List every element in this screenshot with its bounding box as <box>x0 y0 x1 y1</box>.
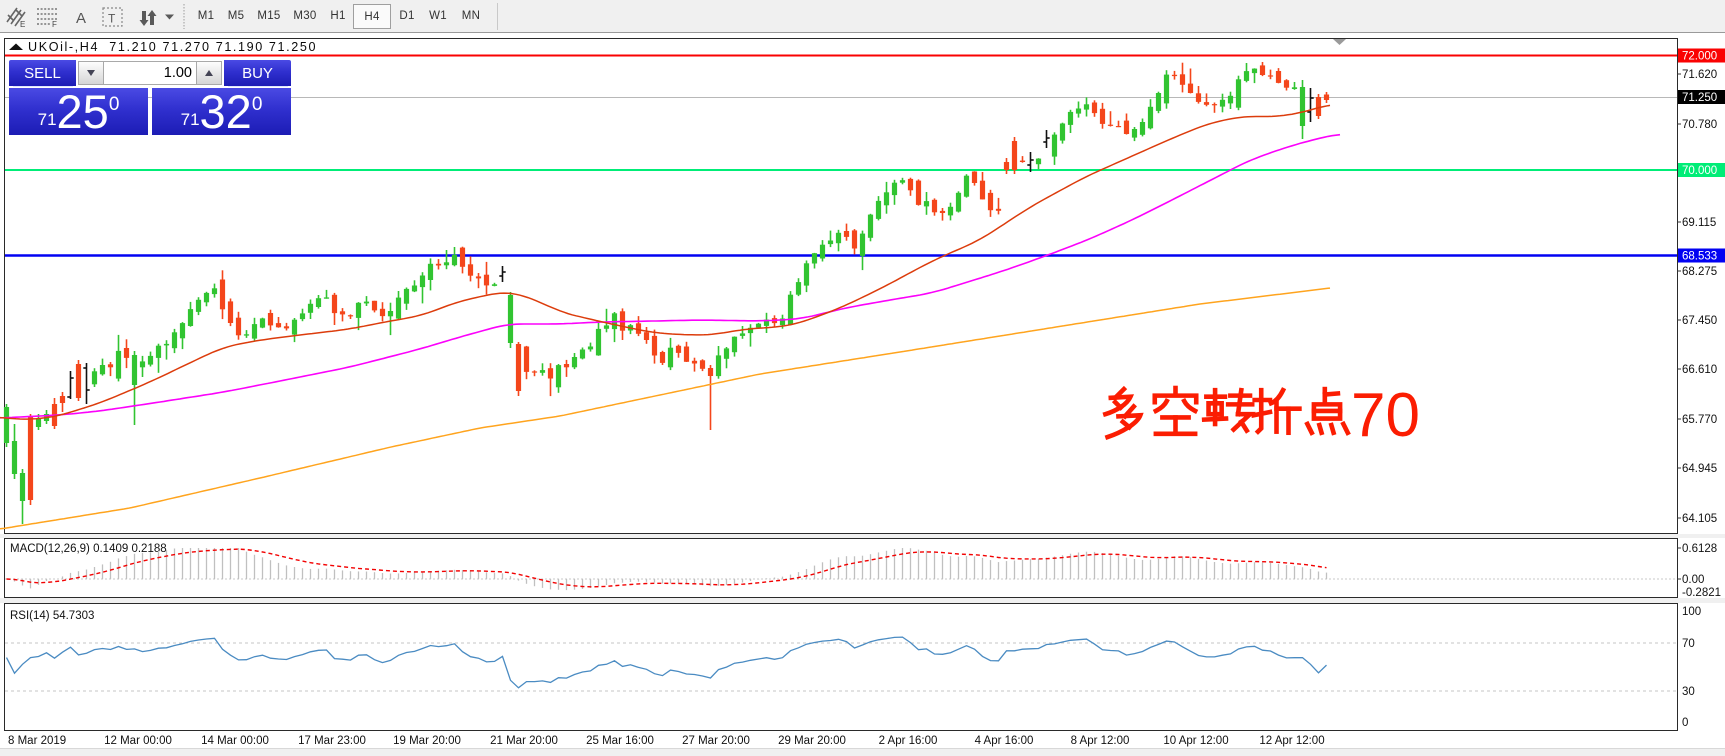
svg-text:68.533: 68.533 <box>1682 251 1717 263</box>
svg-text:100: 100 <box>1682 606 1701 618</box>
svg-text:70: 70 <box>1351 381 1420 450</box>
svg-text:67.450: 67.450 <box>1682 315 1717 327</box>
svg-text:MACD(12,26,9) 0.1409 0.2188: MACD(12,26,9) 0.1409 0.2188 <box>10 543 167 555</box>
svg-text:30: 30 <box>1682 686 1695 698</box>
svg-text:21 Mar 20:00: 21 Mar 20:00 <box>490 735 558 747</box>
svg-text:RSI(14) 54.7303: RSI(14) 54.7303 <box>10 610 94 622</box>
svg-text:71.620: 71.620 <box>1682 69 1717 81</box>
svg-text:72.000: 72.000 <box>1682 51 1717 63</box>
svg-text:0.6128: 0.6128 <box>1682 543 1717 555</box>
svg-text:2 Apr 16:00: 2 Apr 16:00 <box>879 735 938 747</box>
svg-text:0: 0 <box>1682 717 1688 729</box>
svg-text:14 Mar 00:00: 14 Mar 00:00 <box>201 735 269 747</box>
svg-text:12 Mar 00:00: 12 Mar 00:00 <box>104 735 172 747</box>
svg-text:29 Mar 20:00: 29 Mar 20:00 <box>778 735 846 747</box>
svg-text:71.250: 71.250 <box>1682 92 1717 104</box>
svg-text:19 Mar 20:00: 19 Mar 20:00 <box>393 735 461 747</box>
svg-text:-0.2821: -0.2821 <box>1682 587 1721 599</box>
svg-text:T: T <box>108 12 116 26</box>
svg-text:69.115: 69.115 <box>1682 217 1716 229</box>
svg-text:F: F <box>52 20 57 29</box>
svg-text:66.610: 66.610 <box>1682 364 1717 376</box>
svg-text:70.780: 70.780 <box>1682 119 1717 131</box>
svg-text:64.105: 64.105 <box>1682 513 1717 525</box>
svg-text:70.000: 70.000 <box>1682 165 1717 177</box>
svg-text:64.945: 64.945 <box>1682 463 1717 475</box>
svg-text:UKOil-,H4 71.210 71.270 71.19: UKOil-,H4 71.210 71.270 71.190 71.250 <box>28 40 317 54</box>
svg-text:27 Mar 20:00: 27 Mar 20:00 <box>682 735 750 747</box>
svg-text:17 Mar 23:00: 17 Mar 23:00 <box>298 735 366 747</box>
svg-text:65.770: 65.770 <box>1682 414 1717 426</box>
svg-text:70: 70 <box>1682 638 1695 650</box>
svg-text:68.275: 68.275 <box>1682 266 1717 278</box>
svg-text:12 Apr 12:00: 12 Apr 12:00 <box>1259 735 1324 747</box>
svg-text:10 Apr 12:00: 10 Apr 12:00 <box>1163 735 1228 747</box>
svg-text:A: A <box>76 10 86 27</box>
svg-text:8 Apr 12:00: 8 Apr 12:00 <box>1071 735 1130 747</box>
svg-text:E: E <box>20 20 25 29</box>
svg-text:8 Mar 2019: 8 Mar 2019 <box>8 735 66 747</box>
svg-text:4 Apr 16:00: 4 Apr 16:00 <box>975 735 1034 747</box>
svg-text:25 Mar 16:00: 25 Mar 16:00 <box>586 735 654 747</box>
svg-text:0.00: 0.00 <box>1682 574 1704 586</box>
